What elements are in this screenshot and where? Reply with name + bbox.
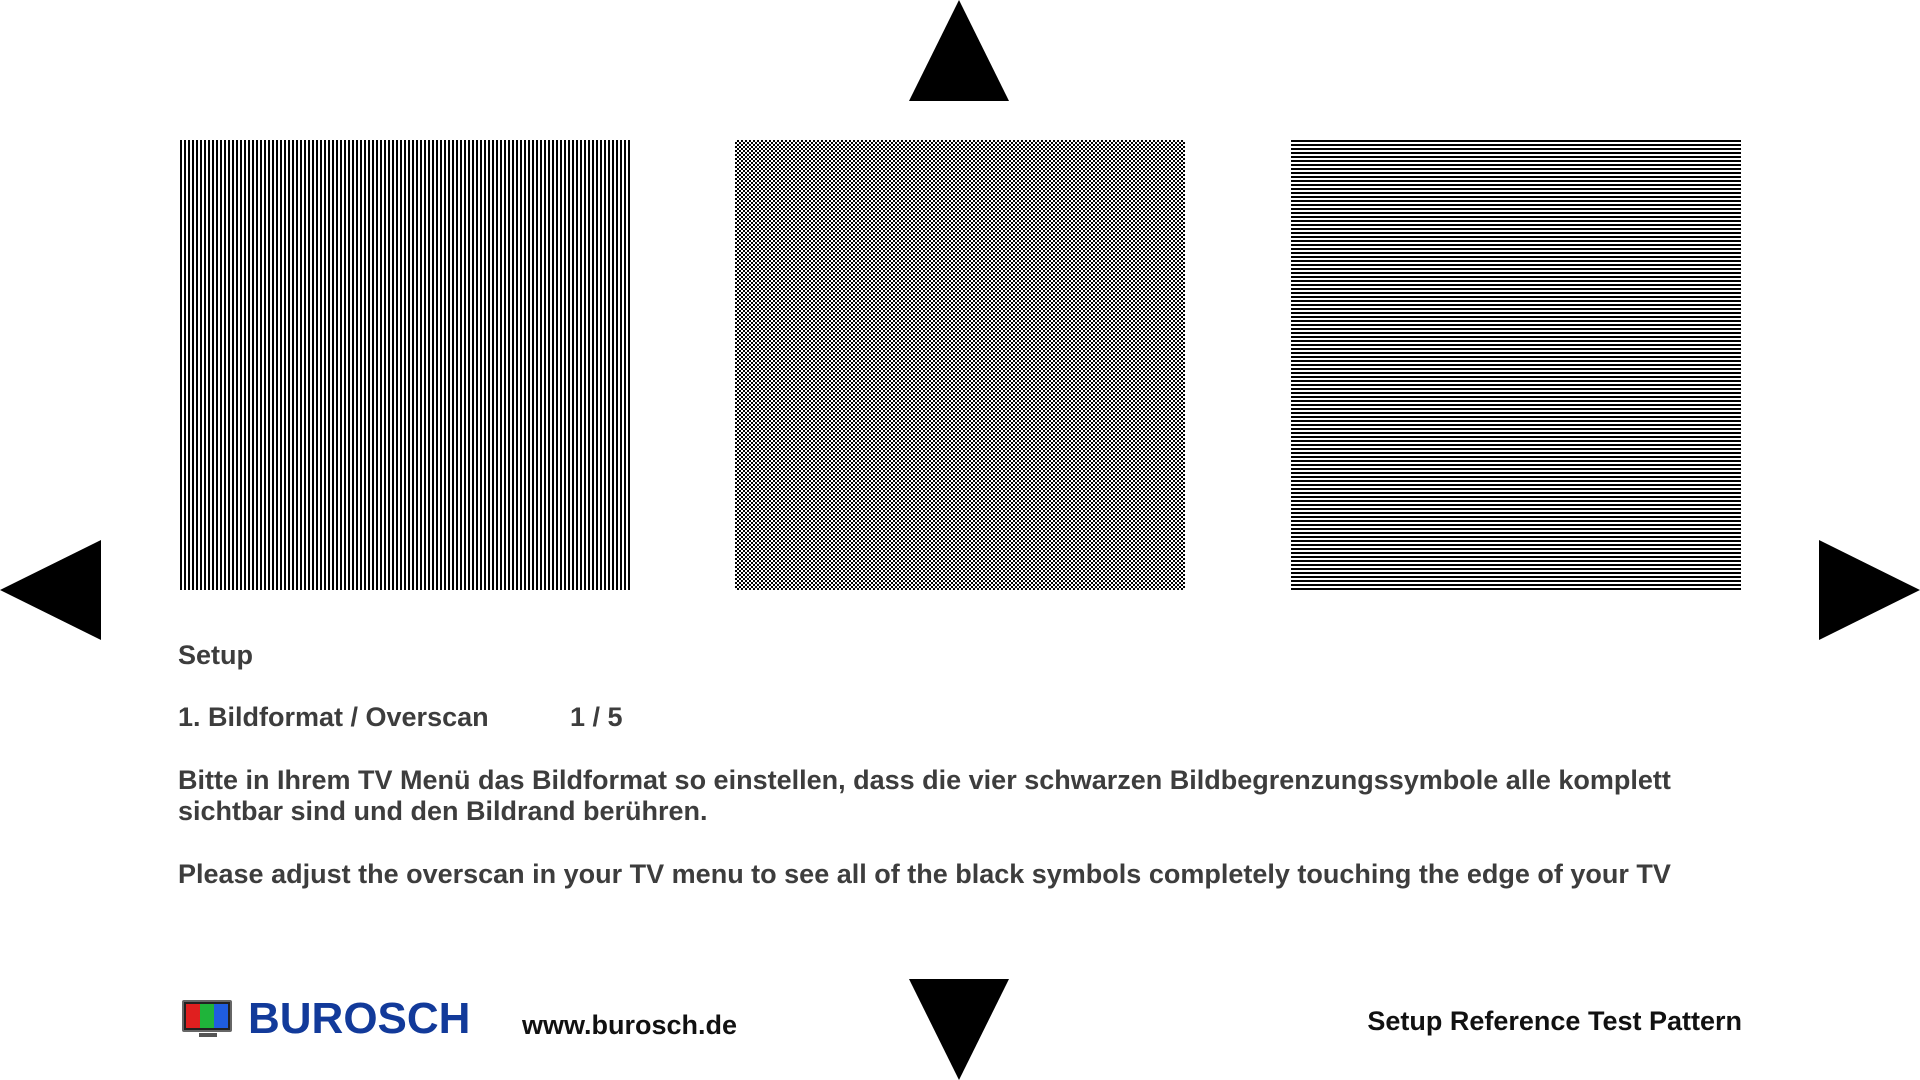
step-row: 1. Bildformat / Overscan 1 / 5 [178, 702, 623, 733]
brand-name: BUROSCH [248, 994, 471, 1043]
left-edge-marker-icon [0, 540, 101, 640]
setup-heading: Setup [178, 640, 254, 670]
step-title: 1. Bildformat / Overscan [178, 702, 489, 732]
description-english: Please adjust the overscan in your TV me… [178, 859, 1671, 889]
bottom-edge-marker-icon [909, 979, 1009, 1080]
right-edge-marker-icon [1819, 540, 1920, 640]
step-counter: 1 / 5 [570, 702, 623, 732]
vertical-lines-pattern [180, 140, 630, 590]
pattern-title: Setup Reference Test Pattern [1367, 1006, 1742, 1036]
description-german: Bitte in Ihrem TV Menü das Bildformat so… [178, 765, 1671, 826]
website-url: www.burosch.de [522, 1010, 738, 1040]
horizontal-lines-pattern [1291, 140, 1741, 590]
burosch-logo: BUROSCH [182, 997, 470, 1041]
top-edge-marker-icon [909, 0, 1009, 101]
tv-rgb-icon [182, 1000, 236, 1038]
checkerboard-pattern [735, 140, 1185, 590]
